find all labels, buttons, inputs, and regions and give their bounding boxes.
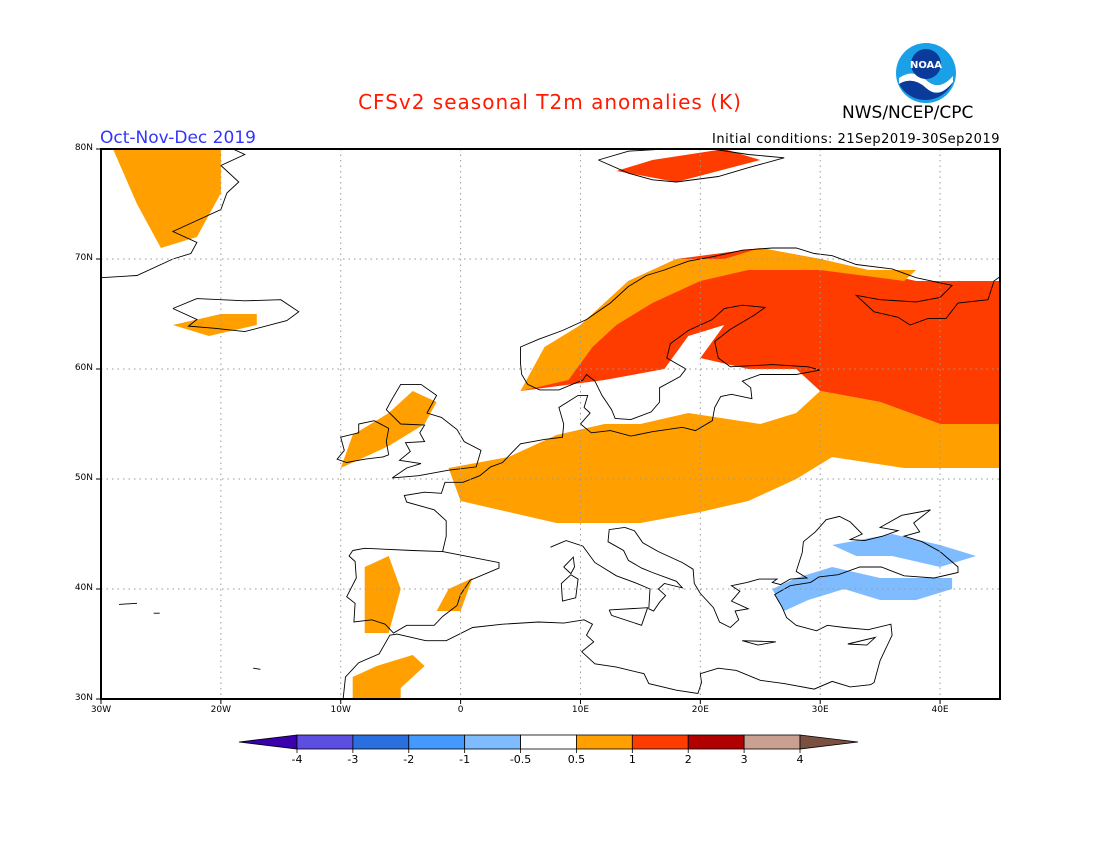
noaa-logo-text: NOAA [910, 60, 942, 71]
coastline-15 [608, 607, 649, 626]
map-frame [100, 148, 1001, 700]
lon-tick-label: 10E [571, 705, 590, 715]
lon-tick-label: 40E [931, 705, 949, 715]
colorbar-low-arrow [238, 734, 298, 750]
colorbar [238, 734, 859, 753]
anomaly-region-7 [364, 556, 401, 633]
coastline-16 [742, 640, 776, 646]
colorbar-box [296, 734, 354, 750]
coastline-11 [1084, 237, 1096, 248]
colorbar-box [576, 734, 633, 750]
lon-tick-label: 10W [330, 705, 351, 715]
lat-tick-label: 60N [74, 363, 93, 373]
coastline-13 [560, 574, 579, 602]
anomaly-region-5 [172, 314, 257, 336]
anomaly-region-6 [113, 149, 221, 248]
colorbar-box [464, 734, 521, 750]
graticule [101, 149, 1000, 699]
lat-tick-label: 30N [74, 693, 93, 703]
colorbar-label: 0.5 [567, 753, 586, 766]
lat-tick-label: 50N [74, 473, 93, 483]
colorbar-box [352, 734, 410, 750]
map-title: CFSv2 seasonal T2m anomalies (K) [358, 90, 742, 114]
lon-tick-label: 20E [691, 705, 709, 715]
colorbar-box [408, 734, 466, 750]
anomaly-region-2 [448, 391, 1000, 523]
lon-tick-label: 30W [90, 705, 112, 715]
anomaly-region-1 [616, 149, 761, 182]
lat-tick-label: 70N [74, 253, 93, 263]
colorbar-label: -3 [347, 753, 359, 766]
colorbar-label: 2 [684, 753, 692, 766]
coastline-12 [999, 558, 1000, 560]
coastline-14 [563, 556, 575, 575]
colorbar-label: 4 [796, 753, 804, 766]
colorbar-label: -1 [459, 753, 471, 766]
coastline-8 [172, 298, 300, 333]
colorbar-label: 3 [740, 753, 748, 766]
forecast-period: Oct-Nov-Dec 2019 [100, 128, 256, 148]
colorbar-label: -4 [291, 753, 303, 766]
anomaly-region-11 [832, 534, 976, 567]
coastline-0 [346, 547, 500, 634]
colorbar-label: -2 [403, 753, 415, 766]
coastline-7 [336, 420, 390, 463]
colorbar-box [687, 734, 745, 750]
coastline-18 [118, 602, 138, 605]
coastline-5 [342, 619, 871, 699]
coastline-4 [624, 509, 959, 686]
lat-tick-label: 80N [74, 143, 93, 153]
coastline-3 [550, 526, 684, 612]
coastline-1 [403, 369, 821, 552]
coastline-19 [253, 667, 261, 670]
coastline-17 [847, 636, 877, 646]
lon-tick-label: 0 [457, 705, 464, 715]
colorbar-high-arrow [799, 734, 859, 750]
colorbar-label: -0.5 [509, 753, 532, 766]
noaa-logo-icon: NOAA [896, 43, 956, 103]
colorbar-box [520, 734, 577, 750]
coastline-6 [385, 383, 482, 479]
colorbar-box [631, 734, 689, 750]
lon-tick-label: 20W [210, 705, 232, 715]
coastline-2 [520, 247, 1000, 421]
agency-label: NWS/NCEP/CPC [842, 103, 974, 123]
colorbar-box [743, 734, 801, 750]
lon-tick-label: 30E [811, 705, 829, 715]
initial-conditions: Initial conditions: 21Sep2019-30Sep2019 [712, 132, 1000, 147]
anomaly-region-8 [352, 655, 425, 699]
lat-tick-label: 40N [74, 583, 93, 593]
anomaly-region-3 [520, 248, 917, 391]
anomaly-region-9 [436, 578, 473, 611]
colorbar-label: 1 [628, 753, 636, 766]
